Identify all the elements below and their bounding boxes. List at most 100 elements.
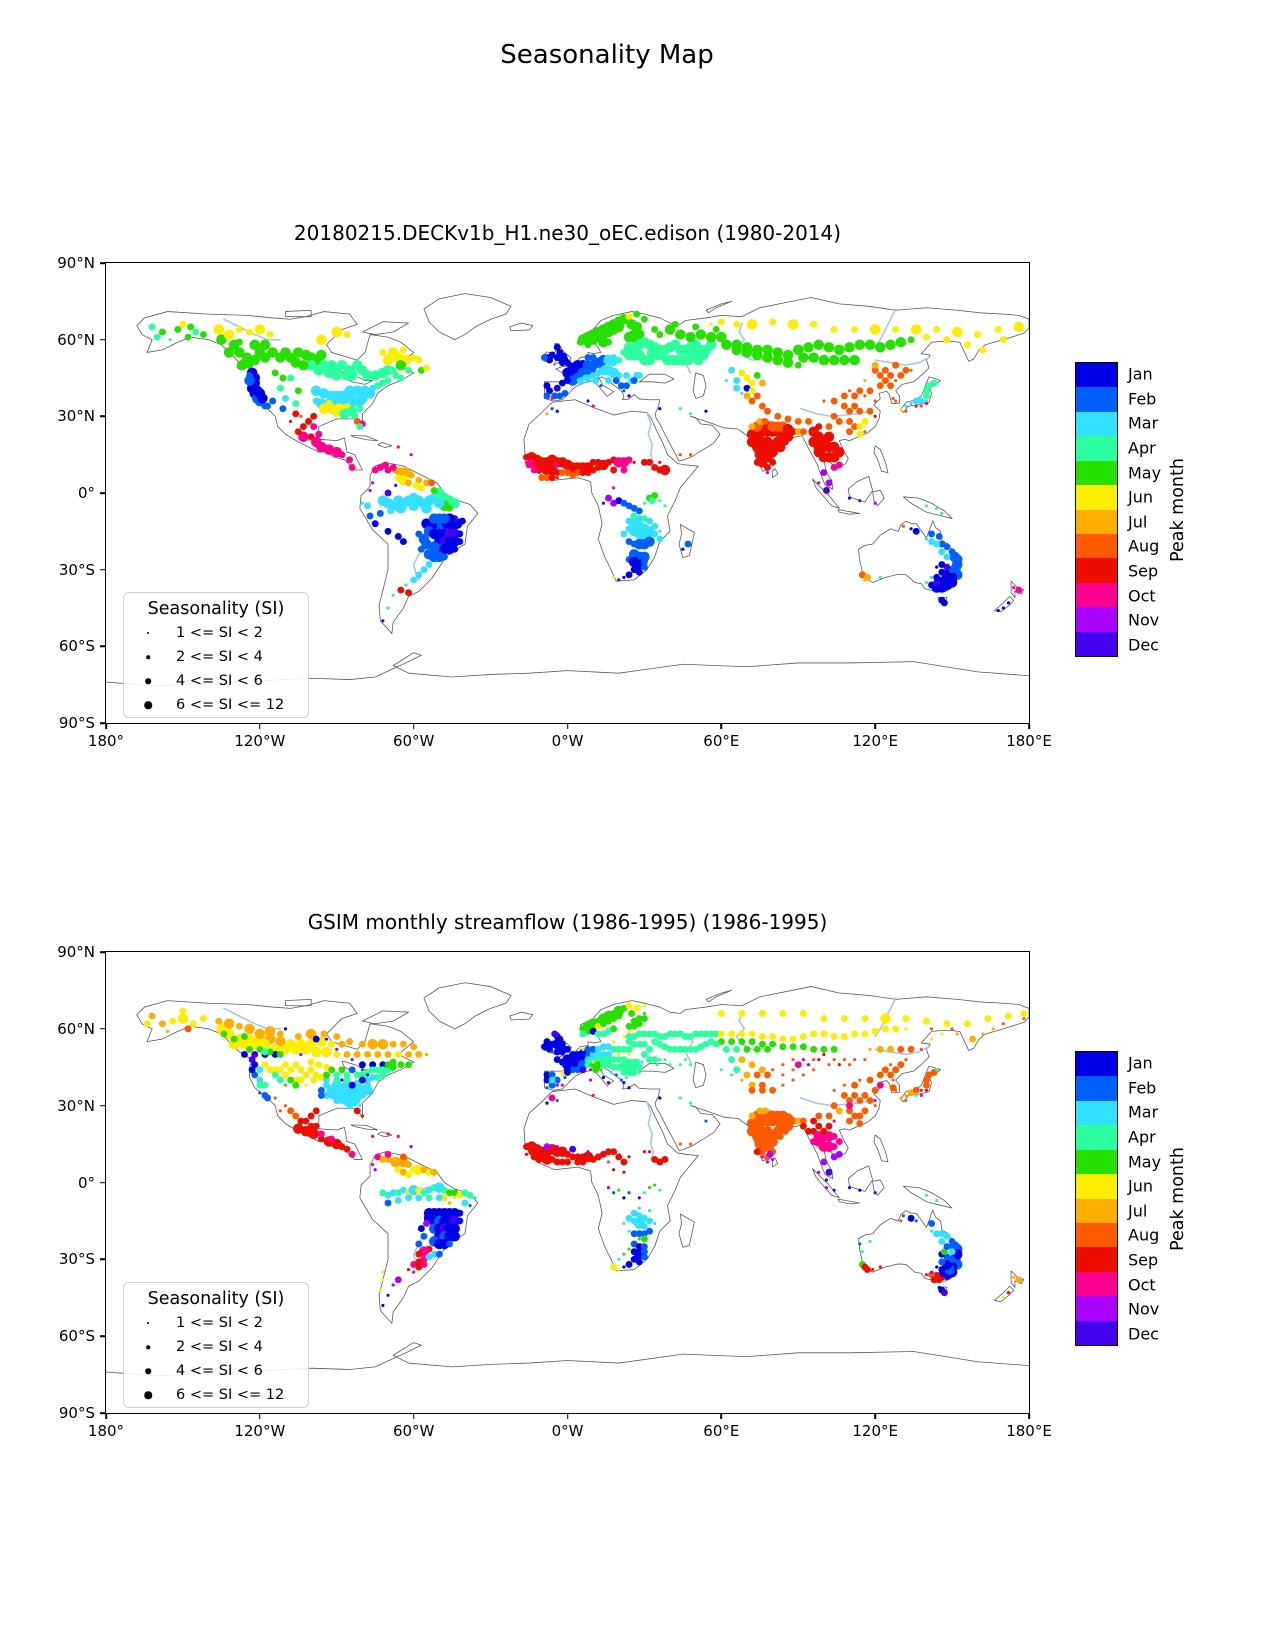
si-size-marker <box>147 632 149 634</box>
colorbar-segment-may <box>1076 460 1117 486</box>
colorbar-segment-jul <box>1076 1198 1117 1223</box>
legend-entry: 4 <= SI < 6 <box>124 1359 308 1383</box>
world-map <box>106 263 1029 723</box>
colorbar-month-label: Dec <box>1128 1324 1159 1344</box>
si-size-marker <box>145 678 151 684</box>
colorbar-segment-apr <box>1076 436 1117 461</box>
colorbar-month-label: Jan <box>1128 364 1153 384</box>
colorbar-segment-jan <box>1076 1052 1117 1077</box>
x-tick <box>259 723 261 729</box>
y-tick <box>100 415 106 418</box>
colorbar-month-label: Nov <box>1128 610 1160 630</box>
x-tick-label: 120°W <box>234 732 286 750</box>
y-tick-label: 90°N <box>57 943 95 961</box>
legend-entry: 6 <= SI <= 12 <box>124 1383 308 1407</box>
legend-entry: 6 <= SI <= 12 <box>124 693 308 717</box>
x-tick-label: 60°E <box>703 732 740 750</box>
colorbar-month-label: Nov <box>1128 1299 1160 1319</box>
y-tick <box>100 722 106 724</box>
legend-entry: 1 <= SI < 2 <box>124 1311 308 1335</box>
legend-title: Seasonality (SI) <box>147 599 285 619</box>
x-tick <box>412 1413 415 1419</box>
colorbar-month-label: Sep <box>1128 561 1159 581</box>
colorbar-segment-feb <box>1076 387 1117 412</box>
legend-entry-label: 2 <= SI < 4 <box>176 649 263 665</box>
colorbar-month-label: May <box>1128 463 1162 483</box>
y-tick-label: 0° <box>77 484 95 502</box>
colorbar-month-label: Jun <box>1128 1176 1153 1196</box>
colorbar-month-label: Mar <box>1128 1102 1159 1122</box>
colorbar-month-label: Jul <box>1128 1201 1148 1221</box>
colorbar-axis-label: Peak month <box>1168 457 1188 562</box>
x-tick <box>259 1413 261 1419</box>
x-tick-label: 120°E <box>852 1422 898 1440</box>
x-tick-label: 180°E <box>1006 732 1052 750</box>
y-tick <box>100 951 106 953</box>
colorbar-segment-mar <box>1076 411 1117 437</box>
colorbar-segment-jun <box>1076 485 1117 510</box>
si-size-marker <box>146 655 150 659</box>
colorbar-month-label: Mar <box>1128 413 1159 433</box>
legend-entry-label: 4 <= SI < 6 <box>176 1363 263 1379</box>
y-tick <box>100 645 106 648</box>
x-tick-label: 60°W <box>392 732 435 750</box>
colorbar-segment-nov <box>1076 607 1117 632</box>
x-tick <box>874 723 876 729</box>
subplot-title-gsim: GSIM monthly streamflow (1986-1995) (198… <box>307 910 828 934</box>
legend-entry-label: 6 <= SI <= 12 <box>176 1387 285 1403</box>
y-tick-label: 30°N <box>57 1096 95 1115</box>
legend-entry-label: 4 <= SI < 6 <box>176 673 263 689</box>
legend-entry: 4 <= SI < 6 <box>124 669 308 693</box>
x-tick-label: 0°W <box>551 732 584 750</box>
peak-month-colorbar: Jan Feb Mar Apr May Jun Jul Aug Sep Oct Nov Dec Peak… <box>1075 362 1225 657</box>
si-size-marker <box>147 1322 149 1324</box>
colorbar-month-label: May <box>1128 1152 1162 1172</box>
y-tick <box>100 1412 106 1414</box>
y-tick-label: 60°S <box>58 1327 95 1346</box>
y-tick <box>100 262 106 264</box>
x-tick-label: 180°E <box>1006 1422 1052 1440</box>
si-size-marker <box>144 1391 152 1399</box>
y-tick-label: 60°S <box>58 637 95 656</box>
y-tick-label: 90°N <box>57 254 95 272</box>
colorbar-segment-aug <box>1076 533 1117 559</box>
colorbar-segment-mar <box>1076 1100 1117 1126</box>
colorbar-month-label: Jan <box>1128 1053 1153 1073</box>
colorbar-month-label: Oct <box>1128 586 1156 606</box>
colorbar-segment-dec <box>1076 1320 1117 1346</box>
colorbar-segment-jan <box>1076 363 1117 388</box>
x-tick <box>874 1413 876 1419</box>
colorbar-bar <box>1075 1051 1118 1346</box>
colorbar-segment-may <box>1076 1149 1117 1175</box>
x-tick <box>566 1413 569 1419</box>
y-tick-label: 60°N <box>57 1019 95 1038</box>
y-tick-label: 30°S <box>58 560 95 579</box>
colorbar-segment-sep <box>1076 558 1117 583</box>
legend-title: Seasonality (SI) <box>147 1289 285 1309</box>
colorbar-month-label: Feb <box>1128 389 1157 409</box>
x-tick <box>1028 723 1030 729</box>
si-size-marker <box>144 701 152 709</box>
x-tick-label: 120°E <box>852 732 898 750</box>
colorbar-segment-jun <box>1076 1174 1117 1199</box>
x-tick-label: 120°W <box>234 1422 286 1440</box>
y-tick <box>100 568 106 571</box>
colorbar-axis-label: Peak month <box>1168 1146 1188 1251</box>
si-size-marker <box>146 1345 150 1349</box>
si-legend: Seasonality (SI) 1 <= SI < 2 2 <= SI < 4 4 … <box>123 592 309 718</box>
legend-entry: 2 <= SI < 4 <box>124 1335 308 1359</box>
x-tick <box>566 723 569 729</box>
x-tick <box>720 723 723 729</box>
colorbar-month-label: Dec <box>1128 635 1159 655</box>
colorbar-segment-sep <box>1076 1247 1117 1272</box>
peak-month-colorbar: Jan Feb Mar Apr May Jun Jul Aug Sep Oct Nov Dec Peak… <box>1075 1051 1225 1346</box>
colorbar-bar <box>1075 362 1118 657</box>
legend-entry-label: 2 <= SI < 4 <box>176 1339 263 1355</box>
y-tick <box>100 1104 106 1107</box>
colorbar-month-label: Jul <box>1128 512 1148 532</box>
legend-entry-label: 6 <= SI <= 12 <box>176 697 285 713</box>
x-tick-label: 180° <box>87 1422 125 1440</box>
world-map <box>106 952 1029 1413</box>
colorbar-segment-aug <box>1076 1222 1117 1248</box>
